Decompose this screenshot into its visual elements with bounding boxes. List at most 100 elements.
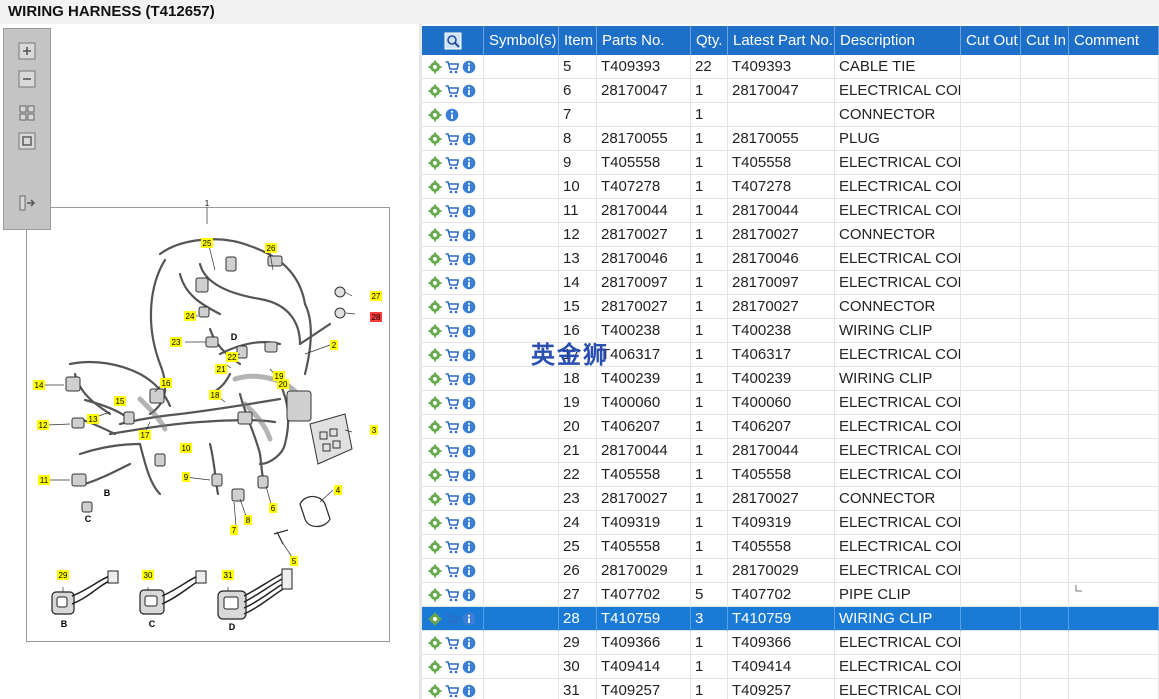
callout-19[interactable]: 19 xyxy=(273,371,285,381)
gear-icon[interactable] xyxy=(428,348,442,362)
cart-icon[interactable] xyxy=(445,228,459,242)
info-icon[interactable] xyxy=(462,300,476,314)
gear-icon[interactable] xyxy=(428,84,442,98)
gear-icon[interactable] xyxy=(428,60,442,74)
callout-17[interactable]: 17 xyxy=(139,430,151,440)
callout-1[interactable]: 1 xyxy=(205,199,210,208)
callout-30[interactable]: 30 xyxy=(142,570,154,580)
info-icon[interactable] xyxy=(462,564,476,578)
table-row[interactable]: 27 T407702 5 T407702 PIPE CLIP xyxy=(422,583,1159,607)
callout-3[interactable]: 3 xyxy=(370,425,378,435)
cart-icon[interactable] xyxy=(445,588,459,602)
callout-11[interactable]: 11 xyxy=(38,475,50,485)
callout-29[interactable]: 29 xyxy=(57,570,69,580)
callout-5[interactable]: 5 xyxy=(290,556,298,566)
table-row[interactable]: 16 T400238 1 T400238 WIRING CLIP xyxy=(422,319,1159,343)
gear-icon[interactable] xyxy=(428,612,442,626)
pane-splitter[interactable] xyxy=(419,24,422,699)
gear-icon[interactable] xyxy=(428,276,442,290)
cart-icon[interactable] xyxy=(445,324,459,338)
cart-icon[interactable] xyxy=(445,156,459,170)
info-icon[interactable] xyxy=(462,684,476,698)
info-icon[interactable] xyxy=(462,156,476,170)
header-parts-no[interactable]: Parts No. xyxy=(597,26,691,55)
callout-26[interactable]: 26 xyxy=(265,243,277,253)
gear-icon[interactable] xyxy=(428,180,442,194)
gear-icon[interactable] xyxy=(428,228,442,242)
info-icon[interactable] xyxy=(462,660,476,674)
fit-window-button[interactable] xyxy=(15,101,39,125)
info-icon[interactable] xyxy=(462,420,476,434)
cart-icon[interactable] xyxy=(445,684,459,698)
zoom-in-button[interactable] xyxy=(15,39,39,63)
gear-icon[interactable] xyxy=(428,300,442,314)
table-row[interactable]: 7 1 CONNECTOR xyxy=(422,103,1159,127)
cart-icon[interactable] xyxy=(445,420,459,434)
gear-icon[interactable] xyxy=(428,660,442,674)
callout-2[interactable]: 2 xyxy=(330,340,338,350)
header-cut-in[interactable]: Cut In xyxy=(1021,26,1069,55)
info-icon[interactable] xyxy=(462,84,476,98)
gear-icon[interactable] xyxy=(428,372,442,386)
cart-icon[interactable] xyxy=(445,660,459,674)
actual-size-button[interactable] xyxy=(15,129,39,153)
wiring-harness-drawing[interactable]: 1234567891011121314151617181920212223242… xyxy=(0,24,419,699)
callout-10[interactable]: 10 xyxy=(180,443,192,453)
cart-icon[interactable] xyxy=(445,540,459,554)
info-icon[interactable] xyxy=(462,252,476,266)
gear-icon[interactable] xyxy=(428,204,442,218)
gear-icon[interactable] xyxy=(428,444,442,458)
table-row[interactable]: 12 28170027 1 28170027 CONNECTOR xyxy=(422,223,1159,247)
gear-icon[interactable] xyxy=(428,492,442,506)
header-locate[interactable] xyxy=(422,26,484,55)
gear-icon[interactable] xyxy=(428,636,442,650)
callout-21[interactable]: 21 xyxy=(215,364,227,374)
zoom-out-button[interactable] xyxy=(15,67,39,91)
header-symbols[interactable]: Symbol(s) xyxy=(484,26,559,55)
callout-9[interactable]: 9 xyxy=(182,472,190,482)
gear-icon[interactable] xyxy=(428,540,442,554)
table-row[interactable]: 18 T400239 1 T400239 WIRING CLIP xyxy=(422,367,1159,391)
cart-icon[interactable] xyxy=(445,204,459,218)
gear-icon[interactable] xyxy=(428,396,442,410)
header-description[interactable]: Description xyxy=(835,26,961,55)
cart-icon[interactable] xyxy=(445,84,459,98)
header-item[interactable]: Item xyxy=(559,26,597,55)
info-icon[interactable] xyxy=(462,60,476,74)
cart-icon[interactable] xyxy=(445,516,459,530)
gear-icon[interactable] xyxy=(428,468,442,482)
gear-icon[interactable] xyxy=(428,588,442,602)
callout-7[interactable]: 7 xyxy=(230,525,238,535)
table-row[interactable]: 15 28170027 1 28170027 CONNECTOR xyxy=(422,295,1159,319)
info-icon[interactable] xyxy=(462,468,476,482)
gear-icon[interactable] xyxy=(428,684,442,698)
callout-8[interactable]: 8 xyxy=(244,515,252,525)
cart-icon[interactable] xyxy=(445,372,459,386)
cart-icon[interactable] xyxy=(445,252,459,266)
table-row[interactable]: 5 T409393 22 T409393 CABLE TIE xyxy=(422,55,1159,79)
table-row[interactable]: 28 T410759 3 T410759 WIRING CLIP xyxy=(422,607,1159,631)
info-icon[interactable] xyxy=(462,132,476,146)
callout-14[interactable]: 14 xyxy=(33,380,45,390)
cart-icon[interactable] xyxy=(445,300,459,314)
info-icon[interactable] xyxy=(462,204,476,218)
cart-icon[interactable] xyxy=(445,444,459,458)
info-icon[interactable] xyxy=(462,372,476,386)
cart-icon[interactable] xyxy=(445,180,459,194)
callout-31[interactable]: 31 xyxy=(222,570,234,580)
info-icon[interactable] xyxy=(462,276,476,290)
info-icon[interactable] xyxy=(462,348,476,362)
info-icon[interactable] xyxy=(462,540,476,554)
